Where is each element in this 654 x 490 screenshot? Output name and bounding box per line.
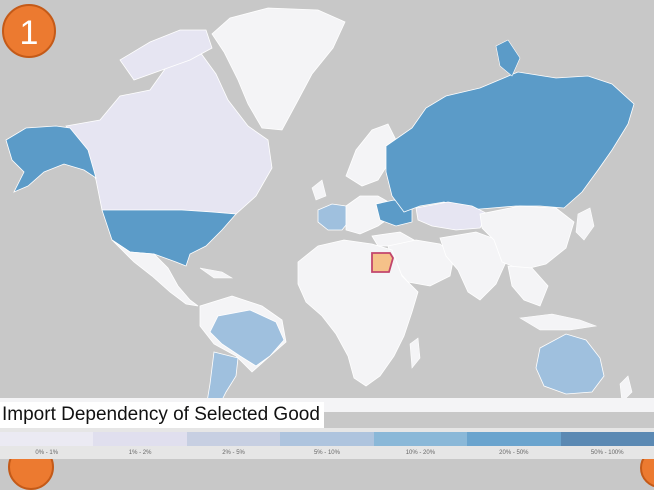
country-russia-island[interactable] [495, 39, 521, 77]
country-africa[interactable] [297, 239, 419, 387]
country-japan[interactable] [575, 207, 595, 241]
country-brazil[interactable] [209, 309, 285, 367]
legend-bin: 20% - 50% [467, 432, 561, 456]
country-russia[interactable] [385, 71, 635, 213]
country-uk[interactable] [311, 179, 327, 201]
country-china[interactable] [479, 205, 575, 271]
country-kazakhstan[interactable] [415, 201, 489, 231]
country-alaska[interactable] [5, 125, 97, 193]
country-western-europe[interactable] [317, 203, 351, 231]
legend-bin-label: 10% - 20% [405, 450, 436, 456]
country-madagascar[interactable] [409, 337, 421, 369]
legend-title: Import Dependency of Selected Good [0, 402, 324, 428]
legend-bin: 2% - 5% [186, 432, 281, 456]
country-south-asia[interactable] [439, 231, 507, 301]
legend-color-scale: 0% - 1% 1% - 2% 2% - 5% 5% - 10% 10% - 20% 20… [0, 428, 654, 459]
legend-bin-label: 5% - 10% [313, 450, 340, 456]
legend-bin: 5% - 10% [280, 432, 374, 456]
caribbean-islands [199, 267, 234, 279]
country-canada-islands[interactable] [119, 29, 213, 81]
legend-bin-label: 0% - 1% [35, 450, 59, 456]
legend-bin-label: 20% - 50% [499, 450, 529, 456]
country-southeast-asia[interactable] [507, 265, 549, 307]
legend-bin: 1% - 2% [93, 432, 187, 456]
step-number-badge: 1 [2, 4, 56, 58]
country-australia[interactable] [535, 333, 605, 395]
legend-bin: 50% - 100% [560, 432, 654, 456]
country-mexico[interactable] [111, 239, 199, 307]
world-map-svg[interactable] [0, 0, 654, 459]
country-greenland[interactable] [211, 7, 346, 131]
legend-bin-label: 1% - 2% [128, 450, 152, 456]
country-new-zealand[interactable] [619, 375, 633, 403]
legend-bin: 10% - 20% [373, 432, 468, 456]
legend-bin: 0% - 1% [0, 432, 94, 456]
country-egypt[interactable] [371, 252, 394, 273]
legend-bin-label: 50% - 100% [590, 450, 624, 456]
legend-bin-label: 2% - 5% [222, 450, 245, 456]
country-indonesia[interactable] [519, 313, 598, 331]
